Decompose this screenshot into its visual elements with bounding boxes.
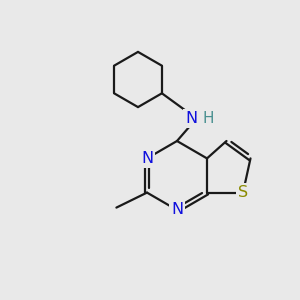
Text: N: N [171,202,183,217]
Text: S: S [238,185,248,200]
Text: N: N [141,151,153,166]
Text: N: N [185,111,197,126]
Text: H: H [202,111,214,126]
